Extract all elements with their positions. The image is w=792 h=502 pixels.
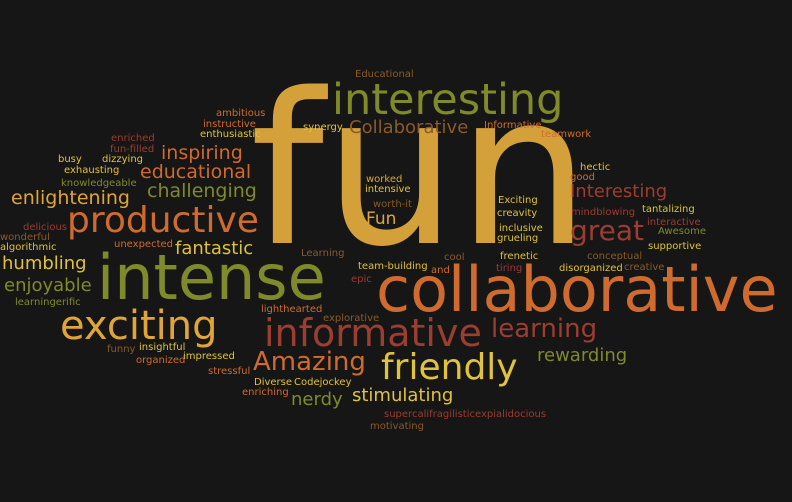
word-frenetic: frenetic (500, 251, 539, 262)
word-stimulating: stimulating (352, 385, 454, 406)
word-exhausting: exhausting (64, 165, 120, 176)
word-learning-2: Learning (301, 248, 345, 259)
word-worked: worked (366, 174, 403, 185)
word-unexpected: unexpected (114, 239, 173, 250)
word-team-building: team-building (358, 261, 428, 272)
word-tantalizing: tantalizing (642, 204, 695, 215)
word-inclusive: inclusive (499, 223, 543, 234)
word-learning: learning (491, 314, 598, 344)
word-good: good (570, 172, 595, 183)
word-informative: informative (264, 311, 482, 355)
word-knowledgeable: knowledgeable (61, 178, 137, 189)
word-mindblowing: mindblowing (571, 207, 636, 218)
word-diverse: Diverse (254, 377, 293, 388)
word-busy: busy (58, 154, 82, 165)
word-awesome: Awesome (658, 226, 706, 237)
word-humbling: humbling (2, 253, 87, 274)
word-informative-2: Informative (484, 120, 542, 131)
word-motivating: motivating (370, 421, 424, 432)
word-instructive: instructive (203, 119, 256, 130)
word-enthusiastic: enthusiastic (200, 129, 261, 140)
word-productive: productive (67, 200, 259, 241)
word-intensive: intensive (365, 184, 411, 195)
word-synergy: synergy (303, 122, 343, 133)
word-intense: intense (97, 241, 326, 314)
word-fun-filled: fun-filled (110, 144, 155, 155)
word-cool: cool (444, 252, 465, 263)
word-impressed: impressed (183, 351, 235, 362)
word-algorithmic: algorithmic (0, 242, 57, 253)
word-conceptual: conceptual (587, 251, 643, 262)
word-disorganized: disorganized (559, 263, 623, 274)
word-wonderful: wonderful (0, 232, 50, 243)
word-enriching: enriching (242, 387, 289, 398)
word-grueling: grueling (497, 233, 539, 244)
word-delicious: delicious (23, 222, 67, 233)
word-interesting: interesting (332, 75, 564, 125)
word-interactive: interactive (647, 217, 701, 228)
word-supportive: supportive (648, 241, 702, 252)
word-amazing: Amazing (253, 347, 366, 377)
word-teamwork: teamwork (541, 129, 592, 140)
word-supercalifragilisticexpialidocious: supercalifragilisticexpialidocious (384, 409, 547, 420)
word-great: great (570, 214, 645, 247)
word-interesting-2: Interesting (570, 181, 668, 202)
word-creative: creative (624, 262, 665, 273)
word-exciting: exciting (60, 303, 218, 349)
word-and: and (431, 265, 450, 276)
word-friendly: friendly (381, 347, 518, 388)
word-fun: fun (250, 48, 591, 293)
word-tiring: tiring (496, 263, 523, 274)
word-creavity: creavity (497, 208, 538, 219)
word-rewarding: rewarding (537, 345, 628, 366)
word-organized: organized (136, 355, 186, 366)
word-educational-2: Educational (355, 69, 414, 80)
word-learningerific: learningerific (15, 297, 81, 308)
word-worth-it: worth-it (373, 199, 412, 210)
word-collaborative: collaborative (376, 253, 778, 326)
word-enriched: enriched (111, 133, 155, 144)
word-ambitious: ambitious (216, 108, 266, 119)
word-dizzying: dizzying (102, 154, 144, 165)
word-explorative: explorative (323, 313, 380, 324)
word-lighthearted: lighthearted (261, 304, 323, 315)
word-fantastic: fantastic (175, 238, 254, 259)
word-challenging: challenging (147, 180, 257, 202)
word-funny: funny (107, 344, 136, 355)
word-epic: epic (351, 274, 372, 285)
word-fun-2: Fun (366, 209, 397, 229)
word-nerdy: nerdy (291, 389, 343, 410)
word-stressful: stressful (208, 366, 251, 377)
word-exciting-2: Exciting (498, 195, 538, 206)
word-enlightening: enlightening (11, 187, 130, 209)
word-collaborative-2: Collaborative (349, 117, 469, 138)
word-inspiring: inspiring (161, 142, 243, 164)
word-insightful: insightful (139, 342, 186, 353)
word-enjoyable: enjoyable (4, 275, 92, 296)
word-codejockey: Codejockey (294, 377, 352, 388)
word-hectic: hectic (580, 162, 611, 173)
word-educational: educational (140, 161, 252, 183)
